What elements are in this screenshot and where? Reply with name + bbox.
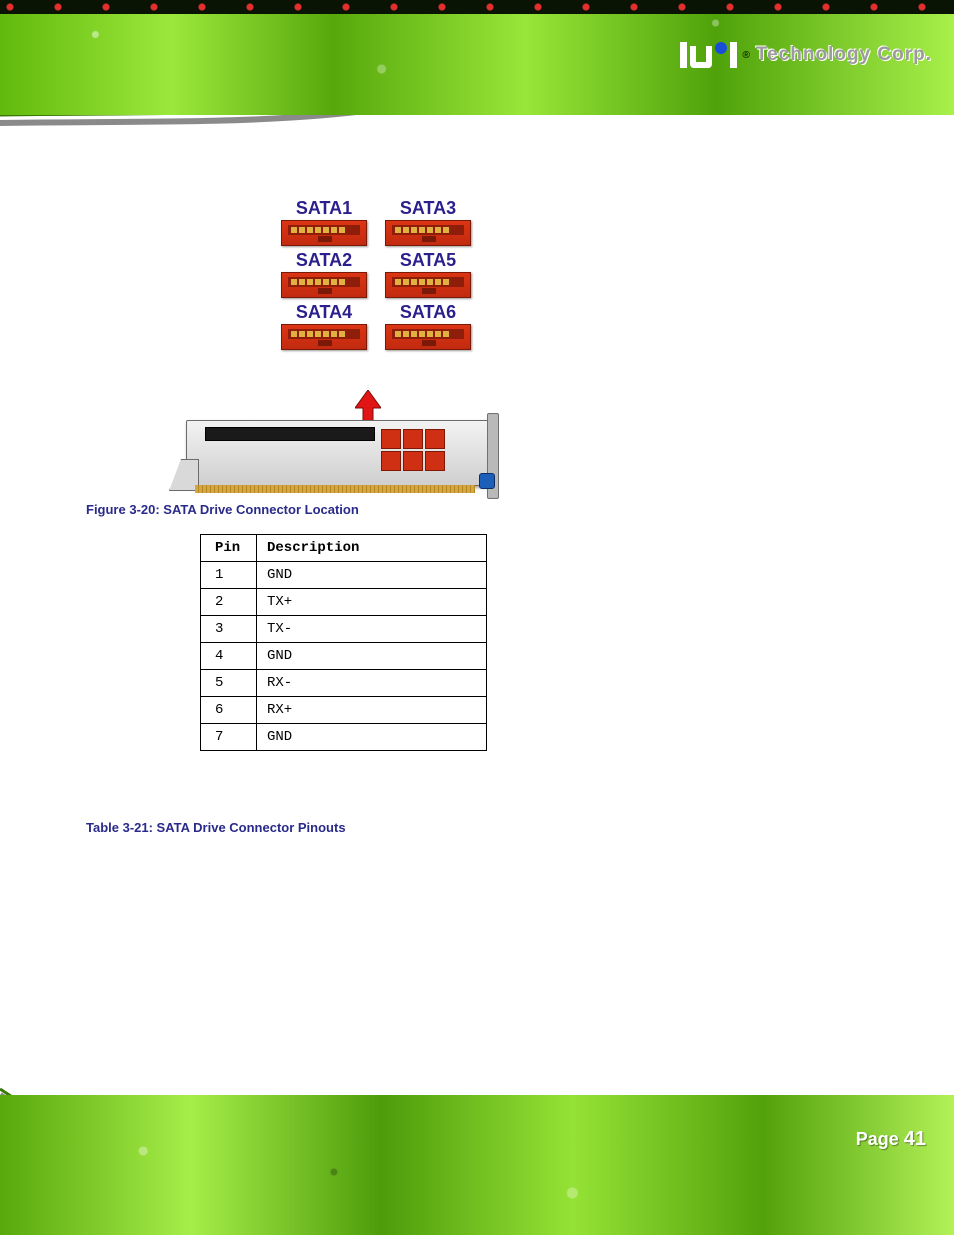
sata-connector-icon <box>385 272 471 298</box>
cell-pin: 5 <box>201 670 257 697</box>
sata-cell: SATA1 <box>278 198 370 246</box>
table-row: 4 GND <box>201 643 487 670</box>
table-row: 7 GND <box>201 724 487 751</box>
board-slot <box>205 427 375 441</box>
brand-registered: ® <box>743 50 750 61</box>
sata-label: SATA4 <box>296 302 352 323</box>
sata-connector-icon <box>385 324 471 350</box>
table-row: 2 TX+ <box>201 589 487 616</box>
cell-desc: GND <box>257 643 487 670</box>
sata-label: SATA3 <box>400 198 456 219</box>
sata-label: SATA6 <box>400 302 456 323</box>
cell-desc: RX- <box>257 670 487 697</box>
brand-dot-icon <box>715 42 727 54</box>
col-header-desc: Description <box>257 535 487 562</box>
cell-desc: RX+ <box>257 697 487 724</box>
footer-circuit-band <box>0 1095 954 1235</box>
header-dot-strip <box>0 0 954 14</box>
footer-texture <box>0 1095 954 1235</box>
table-row: 6 RX+ <box>201 697 487 724</box>
cell-pin: 3 <box>201 616 257 643</box>
cell-pin: 6 <box>201 697 257 724</box>
cell-pin: 4 <box>201 643 257 670</box>
cell-desc: GND <box>257 724 487 751</box>
figure-caption: Figure 3-20: SATA Drive Connector Locati… <box>86 502 359 517</box>
cpu-board-illustration <box>186 420 494 486</box>
sata-cell: SATA3 <box>382 198 474 246</box>
sata-cell: SATA5 <box>382 250 474 298</box>
page-number: 41 <box>904 1128 926 1150</box>
sata-cell: SATA4 <box>278 302 370 350</box>
brand-tagline: Technology Corp. <box>756 44 932 66</box>
sata-label: SATA5 <box>400 250 456 271</box>
table-row: 5 RX- <box>201 670 487 697</box>
pinout-table: Pin Description 1 GND 2 TX+ 3 TX- 4 GND <box>200 534 487 751</box>
brand-block: ® Technology Corp. <box>680 42 932 68</box>
sata-connector-icon <box>281 220 367 246</box>
sata-connector-icon <box>281 272 367 298</box>
sata-connector-grid: SATA1 SATA3 SATA2 SATA5 SATA4 SATA6 <box>278 198 474 350</box>
table-caption: Table 3-21: SATA Drive Connector Pinouts <box>86 820 346 835</box>
col-header-pin: Pin <box>201 535 257 562</box>
cell-desc: TX- <box>257 616 487 643</box>
board-edge-fingers <box>195 485 475 493</box>
cell-desc: GND <box>257 562 487 589</box>
cell-pin: 7 <box>201 724 257 751</box>
cell-pin: 1 <box>201 562 257 589</box>
table-row: 1 GND <box>201 562 487 589</box>
brand-logo <box>680 42 737 68</box>
sata-connector-icon <box>385 220 471 246</box>
sata-cell: SATA6 <box>382 302 474 350</box>
board-vga-port <box>479 473 495 489</box>
table-header-row: Pin Description <box>201 535 487 562</box>
sata-label: SATA2 <box>296 250 352 271</box>
cell-desc: TX+ <box>257 589 487 616</box>
cell-pin: 2 <box>201 589 257 616</box>
sata-label: SATA1 <box>296 198 352 219</box>
board-sata-area <box>381 429 445 471</box>
table-row: 3 TX- <box>201 616 487 643</box>
page-label-prefix: Page <box>856 1129 904 1149</box>
page-number-label: Page 41 <box>856 1128 926 1151</box>
sata-connector-icon <box>281 324 367 350</box>
sata-cell: SATA2 <box>278 250 370 298</box>
